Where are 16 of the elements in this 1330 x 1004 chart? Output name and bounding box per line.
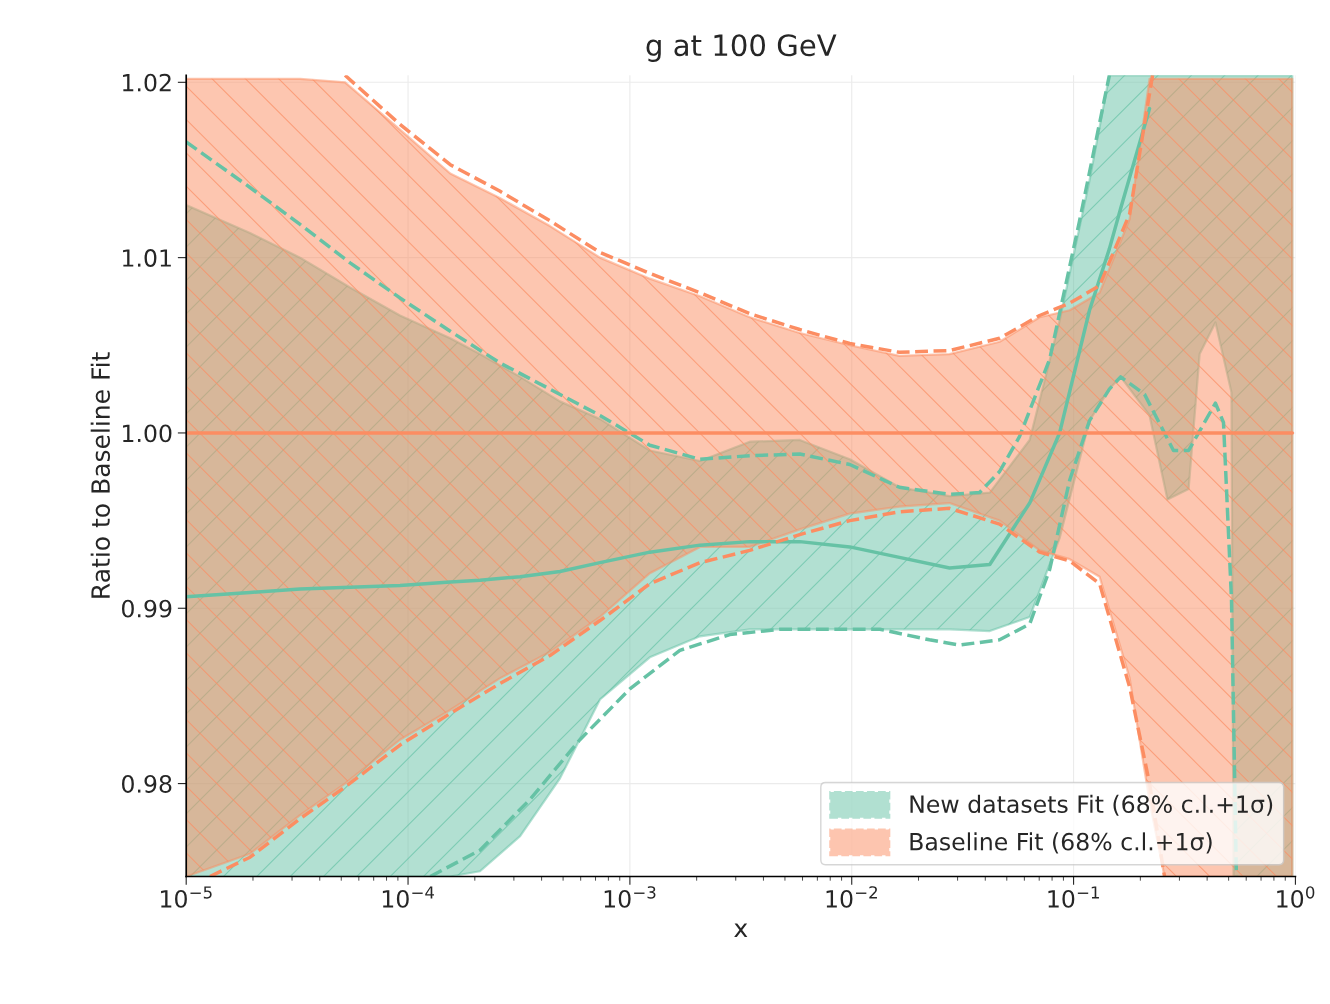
y-tick-label: 0.98	[121, 775, 172, 793]
x-axis-title: x	[734, 923, 748, 938]
y-axis-title: Ratio to Baseline Fit	[90, 352, 111, 598]
x-tick-label: 10$^{−2}$	[826, 886, 877, 908]
legend-label: Baseline Fit (68% c.l.+1σ)	[910, 832, 1212, 854]
x-tick-label: 10$^{−1}$	[1048, 886, 1099, 908]
y-tick-label: 0.99	[121, 599, 172, 618]
chart-title: g at 100 GeV	[646, 34, 837, 62]
x-tick-label: 10$^{−4}$	[382, 886, 435, 908]
y-tick-label: 1.02	[123, 73, 171, 92]
y-tick-label: 1.00	[123, 424, 172, 443]
x-tick-label: 10$^{0}$	[1277, 886, 1315, 908]
x-tick-label: 10$^{−3}$	[604, 886, 656, 908]
y-tick-label: 1.01	[123, 249, 171, 267]
legend-label: New datasets Fit (68% c.l.+1σ)	[910, 794, 1273, 816]
x-tick-label: 10$^{−5}$	[161, 886, 212, 908]
